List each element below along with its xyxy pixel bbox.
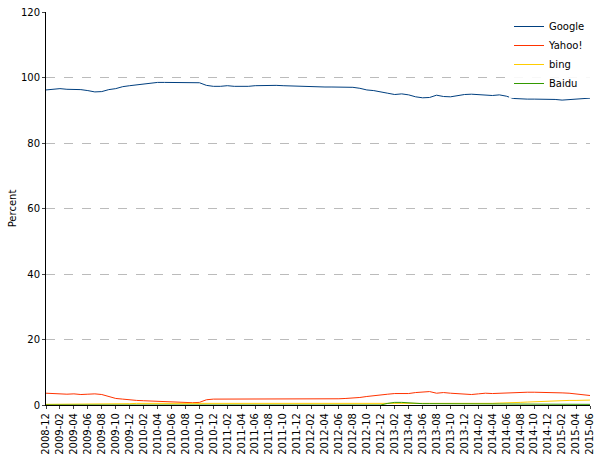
svg-text:2009-06: 2009-06 xyxy=(82,413,93,455)
svg-text:100: 100 xyxy=(21,72,40,83)
svg-text:2014-06: 2014-06 xyxy=(501,413,512,455)
svg-text:2008-12: 2008-12 xyxy=(40,413,51,455)
svg-text:2015-06: 2015-06 xyxy=(584,413,595,455)
svg-text:2009-08: 2009-08 xyxy=(96,413,107,455)
svg-text:2012-02: 2012-02 xyxy=(305,413,316,455)
svg-text:2012-10: 2012-10 xyxy=(361,413,372,455)
svg-text:2010-08: 2010-08 xyxy=(180,413,191,455)
svg-text:Google: Google xyxy=(549,21,584,32)
svg-text:2014-02: 2014-02 xyxy=(473,413,484,455)
svg-text:2014-12: 2014-12 xyxy=(542,413,553,455)
svg-text:2013-04: 2013-04 xyxy=(403,413,414,455)
svg-text:2014-10: 2014-10 xyxy=(528,413,539,455)
svg-text:2015-02: 2015-02 xyxy=(556,413,567,455)
svg-text:2009-10: 2009-10 xyxy=(110,413,121,455)
svg-text:2013-10: 2013-10 xyxy=(445,413,456,455)
svg-text:2012-12: 2012-12 xyxy=(375,413,386,455)
svg-text:bing: bing xyxy=(549,59,571,70)
svg-text:2012-04: 2012-04 xyxy=(319,413,330,455)
svg-text:2012-08: 2012-08 xyxy=(347,413,358,455)
svg-text:2013-12: 2013-12 xyxy=(459,413,470,455)
svg-text:2011-06: 2011-06 xyxy=(249,413,260,455)
svg-text:20: 20 xyxy=(27,334,40,345)
svg-text:2014-08: 2014-08 xyxy=(515,413,526,455)
svg-text:0: 0 xyxy=(34,400,40,411)
svg-text:2011-08: 2011-08 xyxy=(263,413,274,455)
svg-text:2010-04: 2010-04 xyxy=(152,413,163,455)
svg-text:2011-02: 2011-02 xyxy=(222,413,233,455)
svg-text:2011-12: 2011-12 xyxy=(291,413,302,455)
svg-text:2012-06: 2012-06 xyxy=(333,413,344,455)
svg-text:2014-04: 2014-04 xyxy=(487,413,498,455)
svg-text:2015-04: 2015-04 xyxy=(570,413,581,455)
svg-text:Baidu: Baidu xyxy=(549,78,577,89)
svg-text:Yahoo!: Yahoo! xyxy=(548,40,582,51)
svg-text:2010-02: 2010-02 xyxy=(138,413,149,455)
svg-text:2009-12: 2009-12 xyxy=(124,413,135,455)
svg-text:2010-12: 2010-12 xyxy=(208,413,219,455)
svg-text:2013-02: 2013-02 xyxy=(389,413,400,455)
svg-text:2011-04: 2011-04 xyxy=(236,413,247,455)
svg-text:2009-04: 2009-04 xyxy=(68,413,79,455)
svg-text:80: 80 xyxy=(27,138,40,149)
svg-text:40: 40 xyxy=(27,269,40,280)
svg-text:2010-06: 2010-06 xyxy=(166,413,177,455)
svg-text:2013-08: 2013-08 xyxy=(431,413,442,455)
svg-text:2009-02: 2009-02 xyxy=(54,413,65,455)
svg-text:120: 120 xyxy=(21,7,40,18)
svg-text:Percent: Percent xyxy=(7,190,18,228)
svg-text:2010-10: 2010-10 xyxy=(194,413,205,455)
svg-text:2011-10: 2011-10 xyxy=(277,413,288,455)
svg-text:2013-06: 2013-06 xyxy=(417,413,428,455)
svg-text:60: 60 xyxy=(27,203,40,214)
